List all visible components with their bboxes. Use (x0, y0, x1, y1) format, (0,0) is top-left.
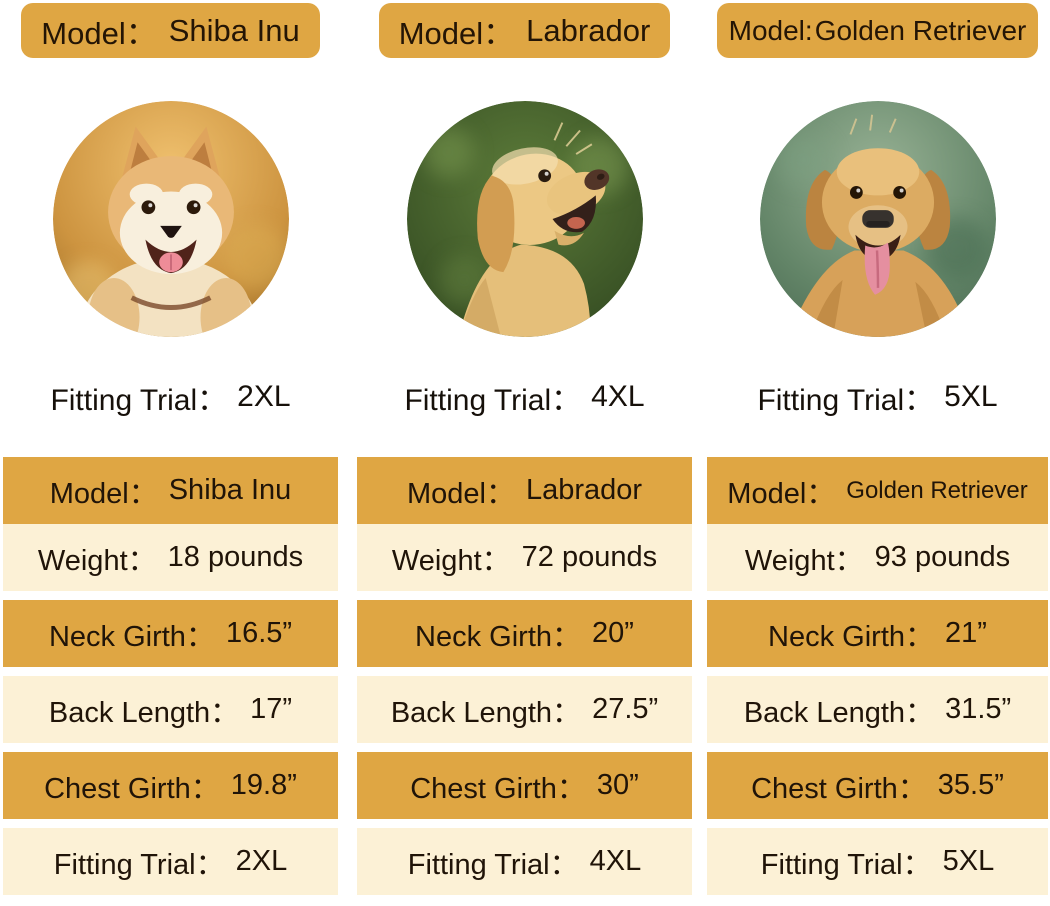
row-label: Back Length： (743, 696, 935, 729)
table-row-model: Model： Golden Retriever (707, 457, 1048, 524)
table-row-back-length: Back Length： 27.5” (357, 676, 692, 743)
golden-retriever-photo (759, 101, 996, 337)
row-label: Model： (406, 477, 515, 510)
table-row-weight: Weight： 93 pounds (707, 524, 1048, 591)
row-value: 4XL (589, 845, 642, 877)
model-badge-wrap: Model： Shiba Inu (3, 3, 338, 58)
fitting-trial-value: 4XL (591, 380, 645, 413)
fitting-trial-value: 2XL (237, 380, 291, 413)
badge-label: Model: (728, 14, 813, 46)
shiba-inu-photo (52, 101, 289, 337)
model-badge: Model： Shiba Inu (21, 3, 320, 58)
badge-label: Model： (398, 16, 515, 51)
fitting-trial-text: Fitting Trial： 4XL (357, 379, 692, 417)
row-value: Golden Retriever (846, 476, 1028, 504)
row-label: Chest Girth： (410, 772, 586, 805)
row-label: Fitting Trial： (760, 848, 932, 881)
row-label: Model： (49, 477, 158, 510)
badge-name: Labrador (526, 12, 651, 48)
row-label: Back Length： (390, 696, 582, 729)
model-badge-wrap: Model： Labrador (357, 3, 692, 58)
table-row-fitting-trial: Fitting Trial： 2XL (3, 828, 338, 895)
row-label: Fitting Trial： (407, 848, 579, 881)
row-value: 31.5” (945, 693, 1012, 725)
size-table: Model： Shiba Inu Weight： 18 pounds Neck … (3, 457, 338, 895)
table-row-chest-girth: Chest Girth： 19.8” (3, 752, 338, 819)
row-label: Weight： (37, 544, 157, 577)
table-row-fitting-trial: Fitting Trial： 5XL (707, 828, 1048, 895)
row-value: 21” (945, 617, 987, 649)
row-label: Chest Girth： (44, 772, 220, 805)
row-label: Model： (727, 477, 836, 510)
column-labrador: Model： Labrador (357, 0, 692, 906)
badge-name: Golden Retriever (814, 14, 1027, 46)
table-row-fitting-trial: Fitting Trial： 4XL (357, 828, 692, 895)
size-table: Model： Labrador Weight： 72 pounds Neck G… (357, 457, 692, 895)
table-row-back-length: Back Length： 31.5” (707, 676, 1048, 743)
table-row-weight: Weight： 18 pounds (3, 524, 338, 591)
fitting-trial-value: 5XL (944, 380, 998, 413)
fitting-trial-label: Fitting Trial： (757, 384, 935, 417)
fitting-trial-text: Fitting Trial： 2XL (3, 379, 338, 417)
row-value: 30” (596, 769, 639, 801)
model-badge: Model： Labrador (378, 3, 671, 58)
row-value: Shiba Inu (168, 474, 292, 506)
table-row-weight: Weight： 72 pounds (357, 524, 692, 591)
table-row-model: Model： Labrador (357, 457, 692, 524)
column-golden-retriever: Model: Golden Retriever (707, 0, 1048, 906)
row-label: Chest Girth： (751, 772, 927, 805)
fitting-trial-label: Fitting Trial： (50, 384, 228, 417)
table-row-model: Model： Shiba Inu (3, 457, 338, 524)
row-label: Fitting Trial： (53, 848, 225, 881)
row-label: Back Length： (48, 696, 240, 729)
badge-name: Shiba Inu (168, 12, 300, 48)
row-label: Weight： (391, 544, 511, 577)
row-value: 18 pounds (167, 541, 304, 573)
model-badge-wrap: Model: Golden Retriever (707, 3, 1048, 58)
row-label: Neck Girth： (48, 620, 215, 653)
table-row-chest-girth: Chest Girth： 30” (357, 752, 692, 819)
badge-label: Model： (41, 16, 157, 51)
row-value: 93 pounds (874, 541, 1011, 573)
fitting-trial-label: Fitting Trial： (404, 384, 582, 417)
row-label: Weight： (744, 544, 864, 577)
row-value: 20” (592, 617, 634, 649)
row-value: 27.5” (592, 693, 659, 725)
row-value: 17” (250, 693, 293, 725)
row-value: 5XL (942, 845, 995, 877)
table-row-neck-girth: Neck Girth： 21” (707, 600, 1048, 667)
row-label: Neck Girth： (768, 620, 935, 653)
row-value: Labrador (525, 474, 643, 506)
table-row-chest-girth: Chest Girth： 35.5” (707, 752, 1048, 819)
table-row-neck-girth: Neck Girth： 16.5” (3, 600, 338, 667)
table-row-neck-girth: Neck Girth： 20” (357, 600, 692, 667)
size-table: Model： Golden Retriever Weight： 93 pound… (707, 457, 1048, 895)
row-value: 19.8” (230, 769, 297, 801)
table-row-back-length: Back Length： 17” (3, 676, 338, 743)
column-shiba-inu: Model： Shiba Inu (3, 0, 338, 906)
labrador-photo (406, 101, 643, 337)
row-value: 16.5” (225, 617, 293, 649)
model-badge: Model: Golden Retriever (716, 3, 1039, 58)
row-label: Neck Girth： (415, 620, 582, 653)
fitting-trial-text: Fitting Trial： 5XL (707, 379, 1048, 417)
row-value: 35.5” (937, 769, 1004, 801)
row-value: 2XL (235, 845, 288, 877)
row-value: 72 pounds (521, 541, 658, 573)
